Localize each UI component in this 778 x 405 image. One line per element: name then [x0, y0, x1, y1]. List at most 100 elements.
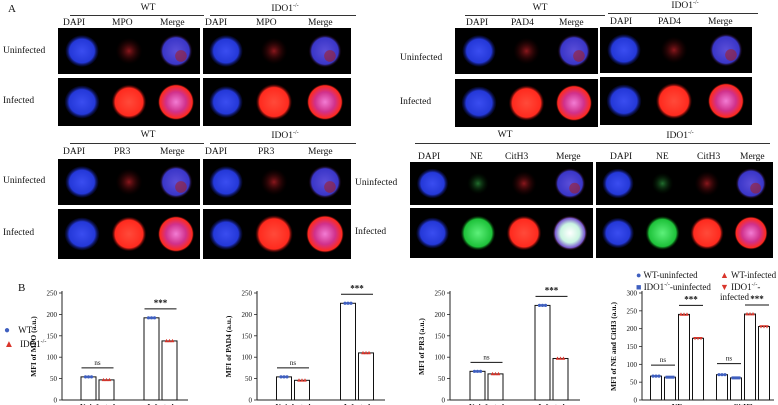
dapi-image [203, 78, 249, 126]
merge-image [547, 162, 593, 205]
data-point [555, 356, 560, 360]
y-tick-label: 100 [435, 354, 446, 362]
x-tick-label: Uninfected [469, 402, 505, 405]
x-tick-label: Infected [538, 402, 565, 405]
marker-image [685, 162, 729, 205]
data-point [493, 371, 498, 376]
bar [552, 357, 569, 401]
data-point [472, 369, 477, 373]
col-label-cith3: CitH3 [505, 152, 529, 162]
data-point [164, 338, 169, 343]
col-label-dapi: DAPI [63, 147, 86, 157]
group-header-wt: WT [532, 3, 548, 13]
data-point [759, 325, 763, 329]
data-point [361, 350, 365, 355]
legend-ko: ▲ IDO1-/- [4, 339, 47, 350]
significance-label: *** [545, 285, 559, 295]
group-header-ko: IDO1-/- [666, 130, 694, 142]
col-label-cith3: CitH3 [697, 152, 721, 162]
data-point [343, 301, 347, 305]
bar [716, 374, 728, 401]
merge-image [547, 208, 593, 258]
y-tick-label: 100 [242, 354, 253, 362]
group-header-ko: IDO1-/- [271, 130, 299, 142]
dapi-image [600, 27, 648, 73]
bar [758, 326, 770, 401]
dapi-image [410, 208, 455, 258]
col-label-mpo: MPO [112, 18, 133, 28]
data-point [543, 303, 548, 308]
ne-image [640, 208, 685, 258]
data-point [89, 375, 94, 379]
data-point [731, 376, 735, 380]
data-point [762, 325, 766, 329]
merge-image [550, 28, 598, 74]
data-point [696, 336, 700, 341]
bar [692, 337, 704, 401]
data-point [537, 303, 542, 308]
data-point [303, 378, 307, 382]
legend-wt-infected: ▲ WT-infected [720, 270, 777, 280]
marker-image [249, 28, 299, 74]
y-tick-label: 200 [242, 311, 253, 319]
marker-image [106, 209, 152, 259]
legend-ko-infected: ▼ IDO1-/--infected [720, 282, 761, 302]
dapi-image [203, 209, 249, 259]
marker-image [648, 77, 700, 125]
y-tick-label: 250 [242, 290, 253, 298]
bar [650, 375, 662, 401]
data-point [693, 336, 697, 341]
col-label-ne: NE [656, 152, 669, 162]
row-label-infected: Infected [355, 227, 387, 237]
significance-label: *** [350, 283, 364, 293]
panel-a-letter: A [8, 3, 16, 15]
bar [469, 370, 486, 401]
marker-image [503, 79, 550, 127]
significance-label: ns [660, 356, 667, 364]
dapi-image [58, 78, 106, 126]
marker-image [249, 159, 299, 205]
merge-image [729, 208, 773, 258]
data-point [285, 375, 289, 379]
data-point [717, 373, 721, 377]
y-tick-label: 0 [249, 397, 253, 405]
data-point [146, 316, 151, 320]
significance-label: ns [94, 359, 101, 367]
col-label-mpo: MPO [256, 18, 277, 28]
group-header-wt: WT [497, 130, 513, 140]
y-tick-label: 250 [47, 290, 58, 298]
row-label-uninfected: Uninfected [3, 46, 46, 56]
merge-image [299, 209, 351, 259]
bar [98, 379, 115, 401]
data-point [737, 376, 741, 380]
y-tick-label: 150 [435, 332, 446, 340]
row-label-infected: Infected [3, 96, 35, 106]
y-tick-label: 200 [627, 325, 638, 333]
data-point [152, 316, 157, 320]
bar [294, 379, 310, 401]
dapi-image [410, 162, 455, 205]
col-label-pad4: PAD4 [658, 17, 681, 27]
y-tick-label: 150 [47, 332, 58, 340]
merge-image [550, 79, 598, 127]
dapi-image [596, 162, 640, 205]
bar [730, 377, 742, 401]
col-label-dapi: DAPI [418, 152, 441, 162]
bar [664, 376, 676, 401]
x-tick-label: NE [672, 402, 682, 405]
dapi-image [58, 209, 106, 259]
data-point [679, 312, 683, 316]
data-point [540, 303, 545, 308]
group-header-wt: WT [140, 3, 156, 13]
group-header-ko: IDO1-/- [671, 0, 699, 12]
merge-image [152, 209, 200, 259]
significance-label: ns [483, 353, 490, 361]
row-label-uninfected: Uninfected [400, 53, 443, 63]
merge-image [299, 28, 351, 74]
data-point [671, 375, 675, 379]
legend-wt-marker: ● [4, 325, 11, 336]
y-tick-label: 250 [627, 307, 638, 315]
marker-image [106, 28, 152, 74]
data-point [83, 375, 88, 379]
data-point [282, 375, 286, 379]
